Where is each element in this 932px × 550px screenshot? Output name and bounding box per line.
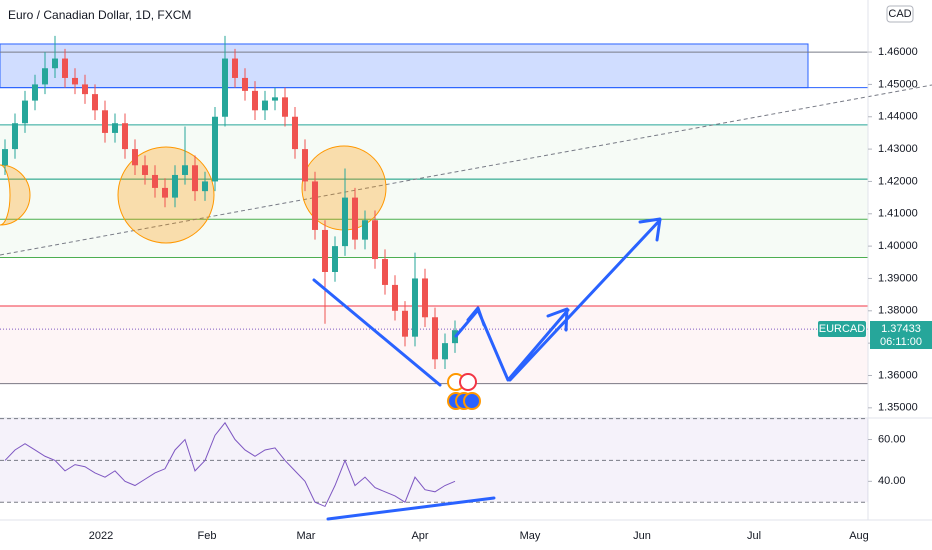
candle-body [102,110,108,133]
y-tick-label: 1.45000 [878,78,918,90]
x-tick-label: Apr [411,530,428,542]
projection-arrows [312,217,662,387]
candle-body [22,100,28,124]
y-tick-label: 1.39000 [878,272,918,284]
symbol-label: EURCAD [819,323,866,335]
candle-body [242,77,248,91]
currency-label[interactable]: CAD [888,8,911,20]
candle-body [52,58,58,69]
x-tick-label: Mar [297,530,316,542]
candle-body [142,165,148,175]
candle-body [222,58,228,117]
candle-body [342,197,348,247]
candle-body [312,181,318,230]
candle-body [32,84,38,101]
rsi-tick-label: 60.00 [878,433,906,445]
candle-body [152,174,158,188]
y-tick-label: 1.43000 [878,143,918,155]
candle-body [162,187,168,198]
candle-body [202,181,208,192]
candle-body [232,58,238,78]
candle-body [302,149,308,182]
candle-body [412,278,418,337]
candle-body [2,149,8,166]
candle-body [42,68,48,85]
x-tick-label: Aug [849,530,869,542]
candle-body [292,116,298,150]
x-tick-label: 2022 [89,530,113,542]
candle-body [72,77,78,85]
candle-body [252,90,258,111]
candle-body [392,284,398,311]
y-tick-label: 1.41000 [878,208,918,220]
candle-body [322,229,328,272]
countdown-label: 06:11:00 [880,336,922,348]
rsi-tick-label: 40.00 [878,475,906,487]
x-tick-label: Jul [747,530,761,542]
candle-body [62,58,68,78]
candle-body [112,123,118,133]
chart-title: Euro / Canadian Dollar, 1D, FXCM [8,8,191,22]
y-tick-label: 1.35000 [878,402,918,414]
candle-body [372,220,378,260]
y-tick-label: 1.36000 [878,369,918,381]
y-tick-label: 1.44000 [878,111,918,123]
candle-body [422,278,428,318]
supply-zone [0,43,809,89]
symbol-badge [818,321,866,337]
candle-body [362,220,368,240]
x-tick-label: May [520,530,541,542]
candle-body [352,197,358,240]
event-icons [447,373,481,410]
candle-body [272,97,278,101]
candle-body [442,343,448,360]
y-tick-label: 1.38000 [878,305,918,317]
candle-body [92,94,98,111]
candle-body [332,246,338,272]
candle-body [132,149,138,166]
rsi-line [4,421,456,508]
currency-badge[interactable] [886,5,914,23]
trend-line [0,84,932,256]
x-tick-label: Feb [198,530,217,542]
candle-body [282,97,288,117]
candle-body [192,165,198,192]
candle-body [402,310,408,337]
candle-body [212,116,218,182]
x-tick-label: Jun [633,530,651,542]
candle-body [182,165,188,175]
last-price-label: 1.37433 [881,323,921,335]
candle-body [82,84,88,95]
candle-body [122,123,128,150]
candle-body [382,259,388,285]
y-tick-label: 1.42000 [878,175,918,187]
candle-body [432,317,438,360]
y-tick-label: 1.40000 [878,240,918,252]
y-tick-label: 1.46000 [878,46,918,58]
candle-body [172,174,178,198]
highlight-circle [0,164,31,226]
last-price-badge [870,321,932,349]
rsi-divergence-line [326,496,496,521]
candle-body [262,100,268,111]
candle-body [12,123,18,150]
level-band [0,124,868,258]
